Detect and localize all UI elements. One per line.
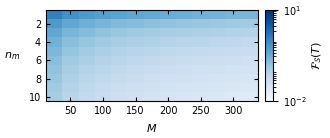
Y-axis label: $\mathcal{F}_\mathcal{S}(T)$: $\mathcal{F}_\mathcal{S}(T)$ [311, 41, 324, 70]
X-axis label: $M$: $M$ [146, 122, 157, 134]
Y-axis label: $n_m$: $n_m$ [4, 50, 20, 62]
